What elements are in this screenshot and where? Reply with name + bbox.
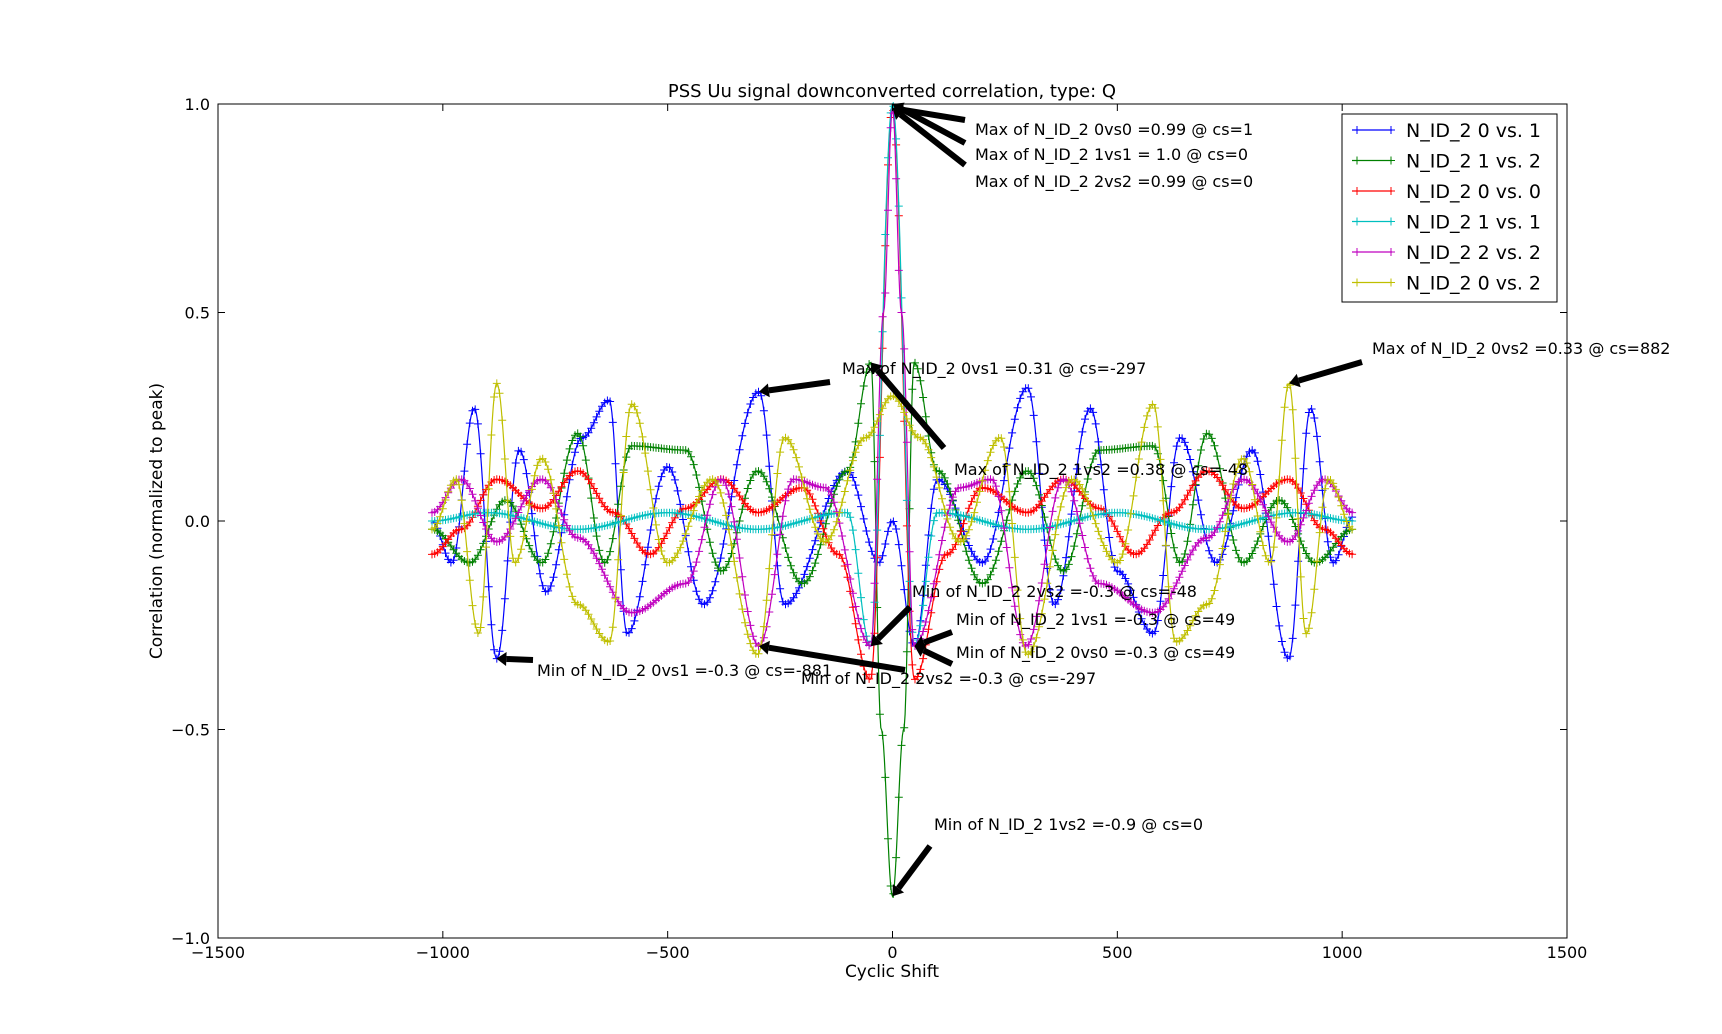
annotation-label: Max of N_ID_2 0vs1 =0.31 @ cs=-297 [842, 359, 1146, 379]
legend-box [1341, 113, 1558, 303]
annotation-arrows [496, 102, 1363, 897]
legend-swatch-marker [1353, 126, 1395, 134]
legend: N_ID_2 0 vs. 1 N_ID_2 1 vs. 2 N_ID_2 0 vs.… [1341, 113, 1558, 303]
series-5 [428, 379, 1357, 659]
annotation-arrowhead [870, 634, 883, 647]
annotation-arrow [768, 379, 831, 394]
legend-swatch-marker [1353, 248, 1395, 256]
x-tick-label: −500 [646, 943, 690, 962]
annotation-label: Max of N_ID_2 0vs2 =0.33 @ cs=882 [1372, 339, 1670, 359]
annotation-label: Max of N_ID_2 1vs2 =0.38 @ cs=-48 [954, 460, 1248, 480]
y-tick-label: −1.0 [171, 929, 210, 948]
annotation-label: Max of N_ID_2 1vs1 = 1.0 @ cs=0 [975, 145, 1248, 165]
annotation-label: Min of N_ID_2 2vs2 =-0.3 @ cs=-297 [801, 669, 1096, 689]
series-layer [428, 102, 1357, 899]
annotation-arrow [922, 629, 954, 646]
legend-label: N_ID_2 1 vs. 1 [1406, 212, 1541, 234]
annotation-label: Min of N_ID_2 0vs0 =-0.3 @ cs=49 [956, 643, 1235, 663]
legend-label: N_ID_2 1 vs. 2 [1406, 151, 1541, 173]
y-tick-label: 1.0 [185, 95, 210, 114]
annotation-arrow [902, 106, 966, 123]
legend-swatch-marker [1353, 187, 1395, 195]
annotation-arrowhead [892, 884, 905, 897]
series-markers [428, 379, 1357, 659]
annotation-label: Min of N_ID_2 1vs2 =-0.9 @ cs=0 [934, 815, 1203, 835]
series-2 [428, 106, 1357, 684]
annotation-layer: Max of N_ID_2 0vs0 =0.99 @ cs=1 Max of N_… [537, 120, 1670, 835]
legend-label: N_ID_2 0 vs. 0 [1406, 181, 1541, 203]
x-tick-label: 0 [887, 943, 897, 962]
annotation-arrowhead [496, 651, 507, 666]
annotation-arrow [768, 644, 906, 673]
x-tick-label: −1500 [191, 943, 245, 962]
annotation-arrowhead [892, 108, 905, 120]
annotation-label: Min of N_ID_2 0vs1 =-0.3 @ cs=-881 [537, 661, 832, 681]
annotation-arrowhead [758, 383, 770, 398]
axis-ticks: −1500 −1000 −500 0 500 1000 1500 −1.0 −0.5 0.0 0.5… [171, 95, 1587, 962]
x-tick-label: 1000 [1322, 943, 1363, 962]
annotation-label: Max of N_ID_2 0vs0 =0.99 @ cs=1 [975, 120, 1253, 140]
annotation-arrow [1297, 359, 1363, 384]
annotation-arrow [898, 111, 967, 168]
annotation-arrow [922, 647, 954, 667]
annotation-label: Max of N_ID_2 2vs2 =0.99 @ cs=0 [975, 172, 1253, 192]
y-tick-label: 0.0 [185, 512, 210, 531]
chart-title: PSS Uu signal downconverted correlation,… [668, 81, 1116, 102]
x-tick-label: 500 [1102, 943, 1133, 962]
y-tick-label: 0.5 [185, 304, 210, 323]
x-tick-label: −1000 [416, 943, 470, 962]
annotation-arrow [875, 368, 947, 450]
annotation-arrowhead [758, 640, 770, 655]
annotation-arrow [899, 106, 967, 146]
x-axis-label: Cyclic Shift [845, 962, 939, 982]
legend-label: N_ID_2 0 vs. 1 [1406, 120, 1541, 142]
series-markers [428, 106, 1357, 684]
legend-swatch-marker [1353, 156, 1395, 165]
annotation-label: Min of N_ID_2 1vs1 =-0.3 @ cs=49 [956, 610, 1235, 630]
annotation-arrowhead [1289, 373, 1301, 388]
legend-swatch-marker [1353, 278, 1395, 287]
annotation-arrow [875, 604, 913, 642]
annotation-arrowhead [914, 644, 927, 657]
annotation-label: Min of N_ID_2 2vs2 =-0.3 @ cs=-48 [912, 582, 1197, 602]
annotation-arrowhead [870, 362, 883, 375]
legend-swatch-marker [1353, 217, 1395, 226]
legend-label: N_ID_2 0 vs. 2 [1406, 273, 1541, 295]
legend-label: N_ID_2 2 vs. 2 [1406, 242, 1541, 264]
annotation-arrow [506, 655, 534, 663]
annotation-arrow [896, 844, 933, 891]
y-axis-label: Correlation (normalized to peak) [147, 383, 167, 659]
y-tick-label: −0.5 [171, 721, 210, 740]
x-tick-label: 1500 [1547, 943, 1588, 962]
